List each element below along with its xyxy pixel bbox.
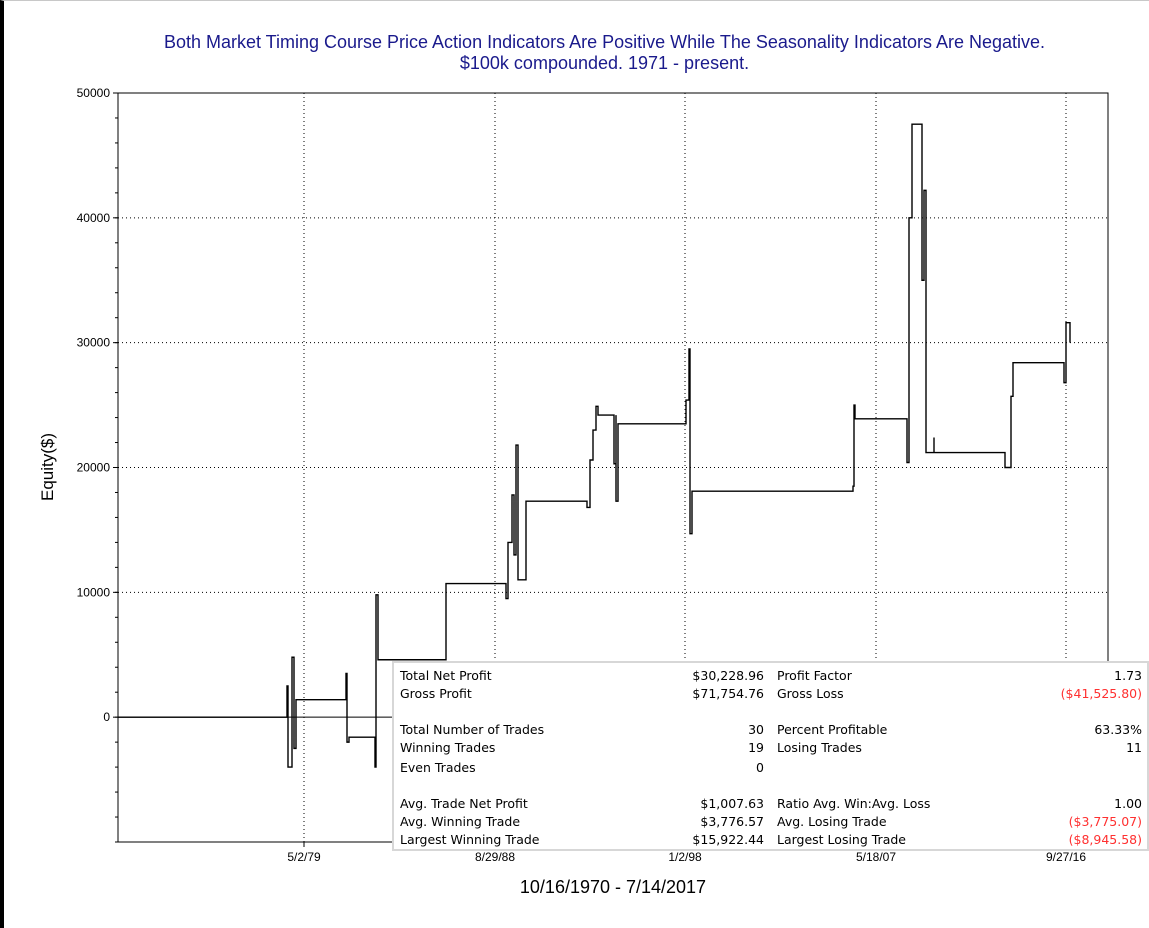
- y-tick-label: 20000: [77, 461, 111, 475]
- stat-label: Largest Losing Trade: [777, 832, 906, 847]
- x-tick-label: 5/2/79: [287, 850, 321, 864]
- stat-value: 11: [1126, 740, 1142, 755]
- equity-series-line: [118, 123, 1071, 768]
- y-tick-label: 30000: [77, 336, 111, 350]
- stat-value: ($8,945.58): [1068, 832, 1142, 847]
- x-axis-label: 10/16/1970 - 7/14/2017: [520, 877, 706, 897]
- x-tick-label: 8/29/88: [475, 850, 515, 864]
- stat-label: Even Trades: [400, 760, 476, 775]
- stat-value: 30: [748, 722, 764, 737]
- stat-value: $1,007.63: [700, 796, 764, 811]
- stats-row: Gross Profit $71,754.76 Gross Loss ($41,525…: [394, 685, 1147, 703]
- y-axis-label: Equity($): [38, 433, 57, 501]
- stat-value: $71,754.76: [692, 686, 764, 701]
- stat-label: Largest Winning Trade: [400, 832, 540, 847]
- stat-label: Profit Factor: [777, 668, 852, 683]
- stat-label: Avg. Losing Trade: [777, 814, 887, 829]
- stat-label: Percent Profitable: [777, 722, 888, 737]
- stat-label: Avg. Winning Trade: [400, 814, 521, 829]
- stat-value: 1.00: [1114, 796, 1142, 811]
- x-axis: 5/2/79 8/29/88 1/2/98 5/18/07 9/27/16: [287, 842, 1086, 864]
- stat-label: Gross Loss: [777, 686, 844, 701]
- stat-label: Gross Profit: [400, 686, 472, 701]
- stat-value: ($41,525.80): [1060, 686, 1142, 701]
- y-tick-label: 40000: [77, 211, 111, 225]
- stats-row: Avg. Winning Trade $3,776.57 Avg. Losing T…: [394, 813, 1147, 831]
- stat-label: Losing Trades: [777, 740, 862, 755]
- x-tick-label: 9/27/16: [1046, 850, 1086, 864]
- stat-value: $30,228.96: [692, 668, 764, 683]
- y-tick-label: 10000: [77, 585, 111, 599]
- stats-row: Winning Trades 19 Losing Trades 11: [394, 739, 1147, 757]
- stats-row: Largest Winning Trade $15,922.44 Largest L…: [394, 831, 1147, 849]
- stat-label: Total Net Profit: [400, 668, 492, 683]
- y-tick-label: 50000: [77, 86, 111, 100]
- stat-value: 0: [756, 760, 764, 775]
- stats-row: Total Number of Trades 30 Percent Profitab…: [394, 721, 1147, 739]
- stats-row: Avg. Trade Net Profit $1,007.63 Ratio Avg.…: [394, 795, 1147, 813]
- stats-row: Total Net Profit $30,228.96 Profit Factor 1…: [394, 667, 1147, 685]
- x-tick-label: 1/2/98: [668, 850, 702, 864]
- x-tick-label: 5/18/07: [856, 850, 896, 864]
- stat-value: $15,922.44: [692, 832, 764, 847]
- stat-label: Avg. Trade Net Profit: [400, 796, 528, 811]
- stat-label: Winning Trades: [400, 740, 496, 755]
- stats-row: Even Trades 0: [394, 759, 1147, 777]
- stat-value: 19: [748, 740, 764, 755]
- stat-value: ($3,775.07): [1068, 814, 1142, 829]
- stat-value: $3,776.57: [700, 814, 764, 829]
- stat-label: Ratio Avg. Win:Avg. Loss: [777, 796, 931, 811]
- stat-label: Total Number of Trades: [400, 722, 545, 737]
- y-axis: 0 10000 20000 30000 40000 50000: [77, 86, 118, 843]
- stat-value: 63.33%: [1094, 722, 1142, 737]
- chart-title: Both Market Timing Course Price Action I…: [163, 32, 1046, 52]
- performance-summary-table: Total Net Profit $30,228.96 Profit Factor 1…: [392, 661, 1149, 851]
- stat-value: 1.73: [1114, 668, 1142, 683]
- chart-subtitle: $100k compounded. 1971 - present.: [459, 53, 750, 73]
- y-tick-label: 0: [103, 710, 110, 724]
